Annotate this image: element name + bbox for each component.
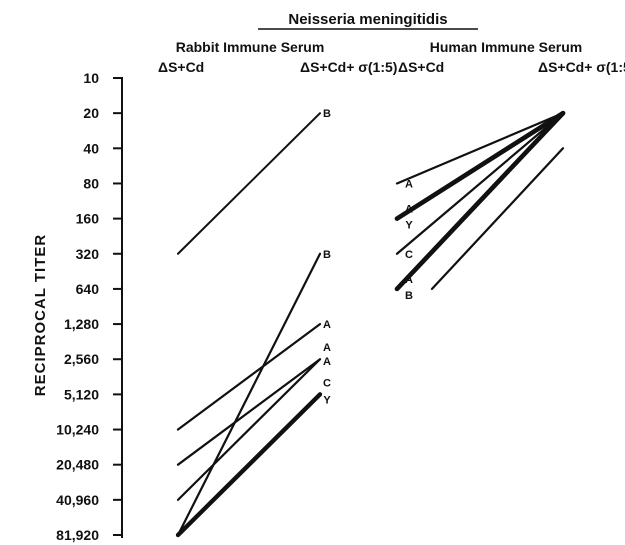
y-tick-label: 80 — [83, 175, 99, 191]
series-label: B — [405, 290, 413, 302]
series-layer — [175, 110, 566, 538]
series-label: A — [405, 274, 413, 286]
y-tick-label: 5,120 — [64, 386, 99, 402]
series-label: A — [323, 342, 331, 354]
human-series-line — [430, 147, 565, 291]
series-label: Y — [323, 394, 331, 406]
human-series-line — [394, 110, 566, 221]
human-panel-title: Human Immune Serum — [430, 39, 582, 55]
y-axis-label: RECIPROCAL TITER — [32, 234, 49, 396]
human-left-condition: ΔS+Cd — [398, 59, 444, 75]
y-tick-label: 160 — [76, 211, 100, 227]
y-tick-label: 640 — [76, 281, 100, 297]
rabbit-series-line — [176, 358, 322, 501]
y-axis: 10 20 40 80 160 320 640 1,280 2,560 5,120 10,240 20… — [56, 70, 122, 543]
human-right-condition: ΔS+Cd+ σ(1:5) — [538, 59, 625, 75]
series-label: A — [405, 204, 413, 216]
series-label: A — [405, 178, 413, 190]
y-tick-label: 1,280 — [64, 316, 99, 332]
rabbit-right-condition: ΔS+Cd+ σ(1:5) — [300, 59, 397, 75]
series-label: C — [323, 377, 331, 389]
rabbit-left-condition: ΔS+Cd — [158, 59, 204, 75]
series-label: B — [323, 108, 331, 120]
y-tick-label: 40,960 — [56, 492, 99, 508]
series-label: B — [323, 249, 331, 261]
y-tick-label: 40 — [83, 140, 99, 156]
rabbit-series-line — [176, 322, 322, 431]
y-tick-label: 10 — [83, 70, 99, 86]
rabbit-series-line — [177, 112, 321, 255]
y-tick-label: 2,560 — [64, 351, 99, 367]
rabbit-panel-title: Rabbit Immune Serum — [176, 39, 325, 55]
human-series-line — [394, 110, 566, 292]
rabbit-series-line — [175, 392, 323, 538]
y-tick-label: 20 — [83, 105, 99, 121]
series-label: Y — [405, 220, 413, 232]
human-series-line — [395, 112, 565, 185]
y-tick-label: 81,920 — [56, 527, 99, 543]
rabbit-series-line — [176, 358, 322, 466]
y-tick-label: 320 — [76, 246, 100, 262]
series-label: C — [405, 249, 413, 261]
rabbit-series-line — [176, 252, 322, 537]
chart-title: Neisseria meningitidis — [288, 11, 447, 28]
y-tick-label: 10,240 — [56, 422, 99, 438]
series-label: A — [323, 356, 331, 368]
human-series-line — [395, 112, 565, 255]
y-tick-label: 20,480 — [56, 457, 99, 473]
series-label: A — [323, 319, 331, 331]
